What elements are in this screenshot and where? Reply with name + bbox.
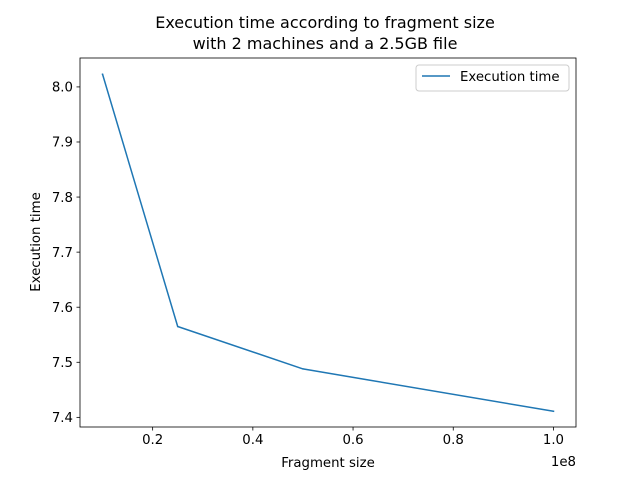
y-tick-label: 7.6 [52, 301, 73, 316]
legend-box [415, 64, 570, 92]
x-tick-label: 0.8 [443, 433, 464, 448]
x-tick-label: 1.0 [543, 433, 564, 448]
data-point [302, 368, 304, 370]
x-tick-label: 0.4 [242, 433, 263, 448]
y-tick-label: 8.0 [52, 81, 73, 96]
x-axis-label: Fragment size [281, 456, 375, 471]
y-tick-label: 7.9 [52, 136, 73, 151]
data-point [552, 410, 555, 413]
y-tick-label: 7.5 [52, 356, 73, 371]
x-axis-offset-label: 1e8 [551, 455, 576, 470]
legend-entry-label: Execution time [460, 70, 560, 85]
x-axis-ticks: 0.2 0.4 0.6 0.8 1.0 [142, 427, 564, 448]
y-tick-label: 7.7 [52, 246, 73, 261]
y-axis-ticks: 7.4 7.5 7.6 7.7 7.8 7.9 8.0 [52, 81, 80, 426]
x-tick-label: 0.6 [342, 433, 363, 448]
plot-content [101, 73, 555, 413]
data-point [176, 325, 179, 328]
legend: Execution time [415, 64, 570, 92]
data-point [101, 73, 104, 75]
x-tick-label: 0.2 [142, 433, 163, 448]
plot-frame [79, 57, 577, 428]
y-tick-label: 7.8 [52, 191, 73, 206]
y-axis-label: Execution time [29, 192, 44, 292]
series-line-execution-time [101, 73, 555, 413]
y-tick-label: 7.4 [52, 411, 73, 426]
chart-title-line-2: with 2 machines and a 2.5GB file [193, 34, 458, 53]
chart-title-line-1: Execution time according to fragment siz… [155, 13, 495, 32]
